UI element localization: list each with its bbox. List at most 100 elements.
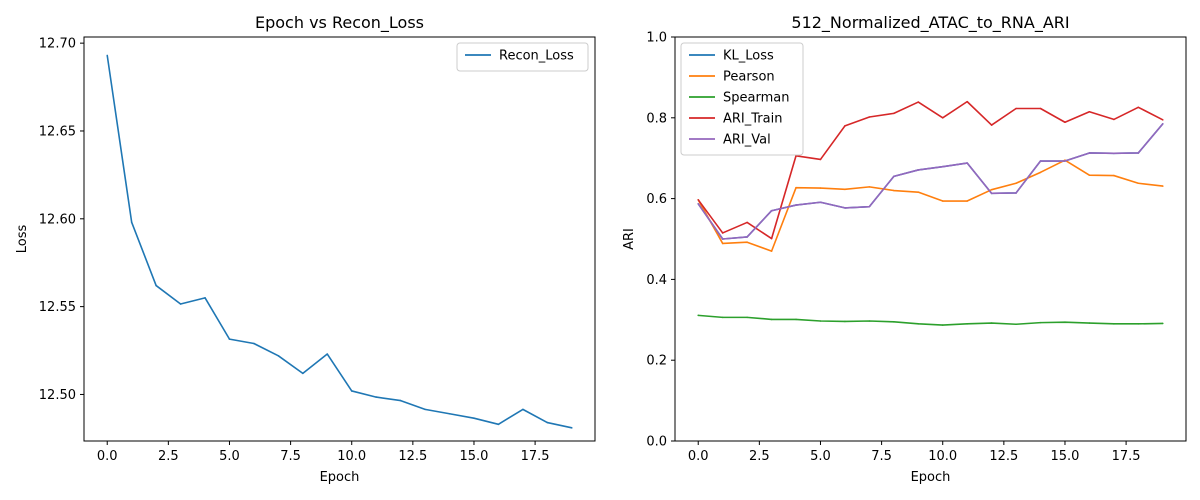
- data-point: [746, 241, 748, 244]
- data-point: [770, 318, 773, 321]
- data-point: [868, 320, 871, 322]
- data-point: [1137, 106, 1140, 109]
- data-point: [795, 318, 797, 321]
- legend-label: KL_Loss: [723, 49, 774, 64]
- data-point: [522, 408, 524, 411]
- data-point: [1015, 107, 1017, 110]
- data-point: [1161, 119, 1164, 121]
- data-point: [770, 237, 773, 240]
- data-point: [819, 201, 822, 204]
- x-axis-label: Epoch: [320, 470, 360, 485]
- data-point: [1088, 152, 1091, 154]
- data-point: [350, 390, 353, 392]
- series-line-spearman: [698, 314, 1163, 326]
- x-tick-label: 10.0: [928, 449, 957, 464]
- data-point: [893, 175, 895, 178]
- data-point: [990, 124, 993, 126]
- data-point: [795, 186, 797, 189]
- data-point: [473, 417, 475, 419]
- data-point: [1161, 185, 1164, 187]
- series-line-pearson: [697, 159, 1163, 252]
- x-tick-label: 12.5: [989, 449, 1018, 464]
- data-point: [204, 297, 206, 299]
- x-tick-label: 17.5: [1112, 449, 1141, 464]
- data-point: [1137, 182, 1140, 185]
- data-point: [302, 372, 304, 375]
- plot-frame: [674, 36, 1187, 442]
- y-tick-label: 0.2: [646, 354, 667, 369]
- data-point: [1064, 321, 1066, 324]
- plot-frame: [83, 36, 596, 442]
- data-point: [375, 396, 377, 398]
- data-point: [106, 54, 109, 57]
- data-point: [1039, 171, 1042, 174]
- data-point: [721, 238, 724, 240]
- data-point: [570, 427, 573, 429]
- data-point: [424, 408, 426, 411]
- ari-chart: 512_Normalized_ATAC_to_RNA_ARI 0.0 2.5 5.0 7…: [622, 13, 1187, 485]
- data-point: [546, 421, 549, 424]
- data-point: [326, 353, 329, 355]
- data-point: [253, 342, 255, 345]
- y-tick-label: 0.8: [646, 111, 667, 126]
- data-point: [1161, 322, 1164, 325]
- data-point: [868, 186, 871, 188]
- data-point: [941, 324, 944, 326]
- x-tick-label: 12.5: [398, 449, 427, 464]
- data-point: [399, 399, 402, 402]
- data-point: [721, 242, 724, 245]
- series-line-ari-train: [697, 100, 1164, 240]
- data-point: [1039, 321, 1042, 324]
- data-point: [697, 203, 700, 205]
- data-point: [155, 284, 157, 287]
- data-point: [1113, 118, 1115, 121]
- series-line-ari-val: [697, 123, 1164, 240]
- y-tick-label: 0.0: [646, 435, 667, 450]
- x-tick-label: 5.0: [219, 449, 240, 464]
- x-tick-label: 5.0: [810, 449, 831, 464]
- x-axis-label: Epoch: [911, 470, 951, 485]
- data-point: [893, 189, 895, 192]
- data-point: [1137, 323, 1140, 325]
- y-tick-label: 0.4: [646, 273, 667, 288]
- x-tick-label: 7.5: [280, 449, 301, 464]
- data-point: [990, 192, 993, 195]
- data-point: [746, 316, 748, 319]
- data-point: [1088, 174, 1091, 176]
- data-point: [228, 338, 231, 340]
- x-tick-label: 15.0: [459, 449, 488, 464]
- data-point: [1015, 182, 1017, 185]
- y-tick-label: 12.60: [39, 212, 76, 227]
- data-point: [1088, 110, 1091, 113]
- data-point: [746, 221, 748, 224]
- data-point: [917, 191, 920, 193]
- y-tick-label: 12.70: [39, 37, 76, 52]
- y-tick-label: 12.55: [39, 300, 76, 315]
- data-point: [277, 355, 280, 357]
- data-point: [697, 314, 700, 317]
- y-axis-label: Loss: [15, 225, 30, 254]
- data-point: [1015, 192, 1017, 194]
- x-tick-label: 0.0: [97, 449, 118, 464]
- recon-loss-chart: Epoch vs Recon_Loss 0.0 2.5 5.0 7.5 10.0 12.5 1…: [15, 13, 596, 485]
- data-point: [1015, 323, 1017, 326]
- data-point: [990, 322, 993, 324]
- data-point: [1039, 107, 1042, 110]
- data-point: [1064, 160, 1066, 162]
- data-point: [819, 158, 822, 161]
- legend: [456, 42, 589, 72]
- x-tick-label: 0.0: [688, 449, 709, 464]
- data-point: [966, 100, 968, 103]
- data-point: [917, 169, 920, 171]
- data-point: [844, 320, 846, 323]
- data-point: [868, 116, 871, 118]
- data-point: [844, 125, 846, 127]
- data-point: [966, 200, 968, 202]
- data-point: [941, 165, 944, 168]
- legend-label: Pearson: [723, 70, 775, 85]
- data-point: [1088, 322, 1091, 324]
- data-point: [1161, 123, 1164, 125]
- data-point: [941, 117, 944, 119]
